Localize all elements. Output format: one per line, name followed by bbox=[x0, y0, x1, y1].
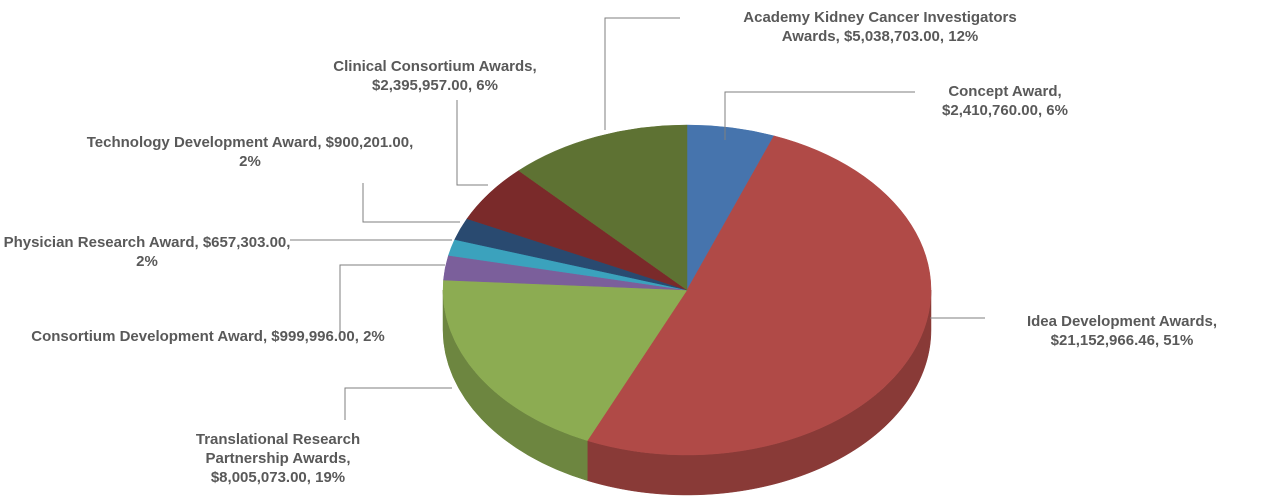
value-label: $8,005,073.00 bbox=[210, 469, 307, 486]
leader-line bbox=[339, 264, 445, 335]
category-name: Physician Research Award bbox=[3, 234, 195, 251]
separator: , bbox=[1037, 102, 1047, 119]
leader-line bbox=[456, 100, 488, 186]
value-label: $657,303.00 bbox=[202, 234, 287, 251]
data-label: Consortium Development Award, $999,996.0… bbox=[28, 327, 388, 346]
data-label: Physician Research Award, $657,303.00, 2… bbox=[0, 233, 297, 271]
separator: , bbox=[532, 58, 537, 75]
separator: , bbox=[286, 234, 291, 251]
category-name: Idea Development Awards bbox=[1026, 313, 1213, 330]
value-label: $21,152,966.46 bbox=[1050, 332, 1155, 349]
percentage-label: 12% bbox=[948, 28, 979, 45]
separator: , bbox=[467, 77, 477, 94]
percentage-label: 19% bbox=[315, 469, 346, 486]
separator: , bbox=[939, 28, 949, 45]
value-label: $900,201.00 bbox=[325, 134, 410, 151]
category-name: Clinical Consortium Awards bbox=[333, 58, 533, 75]
separator: , bbox=[1212, 313, 1218, 330]
category-name: Academy Kidney Cancer Investigators Awar… bbox=[743, 9, 1017, 45]
slice bbox=[442, 279, 688, 441]
percentage-label: 51% bbox=[1163, 332, 1194, 349]
percentage-label: 6% bbox=[1046, 102, 1068, 119]
leader-line bbox=[362, 183, 460, 223]
separator: , bbox=[1154, 332, 1164, 349]
slice bbox=[518, 124, 688, 291]
separator: , bbox=[835, 28, 844, 45]
percentage-label: 2% bbox=[136, 253, 158, 270]
separator: , bbox=[1057, 83, 1062, 100]
percentage-label: 6% bbox=[476, 77, 498, 94]
value-label: $2,395,957.00 bbox=[372, 77, 468, 94]
data-label: Translational Research Partnership Award… bbox=[163, 430, 393, 487]
separator: , bbox=[194, 234, 203, 251]
separator: , bbox=[354, 328, 364, 345]
data-label: Academy Kidney Cancer Investigators Awar… bbox=[718, 8, 1043, 46]
leader-line bbox=[604, 17, 680, 130]
value-label: $999,996.00 bbox=[271, 328, 355, 345]
category-name: Concept Award bbox=[948, 83, 1058, 100]
separator: , bbox=[306, 469, 316, 486]
separator: , bbox=[262, 328, 272, 345]
slice bbox=[586, 135, 932, 456]
leader-line bbox=[724, 91, 915, 140]
category-name: Technology Development Award bbox=[86, 134, 318, 151]
separator: , bbox=[317, 134, 326, 151]
separator: , bbox=[409, 134, 414, 151]
data-label: Concept Award, $2,410,760.00, 6% bbox=[905, 82, 1105, 120]
value-label: $2,410,760.00 bbox=[942, 102, 1038, 119]
value-label: $5,038,703.00 bbox=[843, 28, 940, 45]
separator: , bbox=[346, 450, 351, 467]
leader-line bbox=[344, 387, 452, 420]
data-label: Clinical Consortium Awards, $2,395,957.0… bbox=[285, 57, 585, 95]
data-label: Idea Development Awards, $21,152,966.46,… bbox=[987, 312, 1257, 350]
percentage-label: 2% bbox=[363, 328, 385, 345]
data-label: Technology Development Award, $900,201.0… bbox=[80, 133, 420, 171]
category-name: Consortium Development Award bbox=[31, 328, 263, 345]
percentage-label: 2% bbox=[239, 153, 261, 170]
category-name: Translational Research Partnership Award… bbox=[195, 431, 361, 467]
